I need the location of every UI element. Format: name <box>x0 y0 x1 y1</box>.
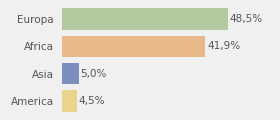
Bar <box>62 8 228 30</box>
Bar <box>62 63 79 84</box>
Text: 5,0%: 5,0% <box>80 69 107 79</box>
Text: 41,9%: 41,9% <box>207 41 240 51</box>
Bar <box>62 36 206 57</box>
Text: 48,5%: 48,5% <box>230 14 263 24</box>
Bar <box>62 90 77 112</box>
Text: 4,5%: 4,5% <box>79 96 105 106</box>
